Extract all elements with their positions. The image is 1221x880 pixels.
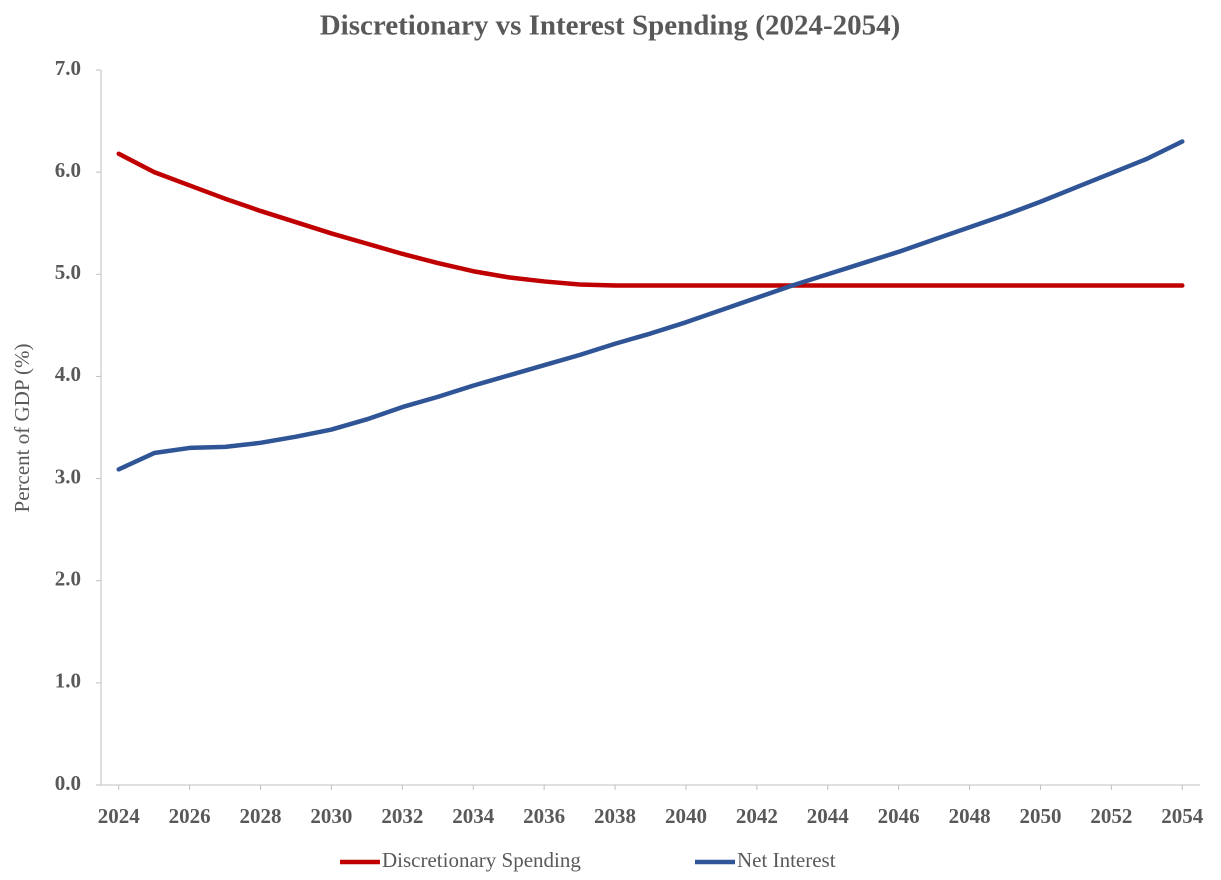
y-tick-label: 3.0 <box>55 464 81 488</box>
x-tick-label: 2046 <box>878 804 920 828</box>
legend-label: Net Interest <box>737 848 836 872</box>
x-tick-label: 2034 <box>452 804 495 828</box>
x-tick-label: 2044 <box>807 804 850 828</box>
x-tick-label: 2038 <box>594 804 636 828</box>
y-tick-label: 4.0 <box>55 362 81 386</box>
y-tick-label: 5.0 <box>55 260 81 284</box>
y-tick-label: 2.0 <box>55 567 81 591</box>
x-tick-label: 2054 <box>1161 804 1204 828</box>
series-line <box>116 151 1185 288</box>
x-tick-label: 2028 <box>240 804 282 828</box>
x-tick-label: 2024 <box>98 804 141 828</box>
x-tick-label: 2030 <box>310 804 352 828</box>
x-tick-label: 2052 <box>1090 804 1132 828</box>
x-tick-label: 2026 <box>169 804 211 828</box>
y-tick-label: 6.0 <box>55 158 81 182</box>
legend-label: Discretionary Spending <box>382 848 581 872</box>
y-axis-label: Percent of GDP (%) <box>10 344 34 513</box>
series-line <box>116 139 1185 472</box>
y-tick-label: 1.0 <box>55 669 81 693</box>
x-tick-label: 2050 <box>1019 804 1061 828</box>
x-tick-label: 2048 <box>949 804 991 828</box>
x-tick-label: 2040 <box>665 804 707 828</box>
chart-title: Discretionary vs Interest Spending (2024… <box>320 10 901 42</box>
x-tick-label: 2042 <box>736 804 778 828</box>
y-tick-label: 0.0 <box>55 771 81 795</box>
x-tick-label: 2036 <box>523 804 565 828</box>
x-tick-label: 2032 <box>381 804 423 828</box>
y-tick-label: 7.0 <box>55 56 81 80</box>
